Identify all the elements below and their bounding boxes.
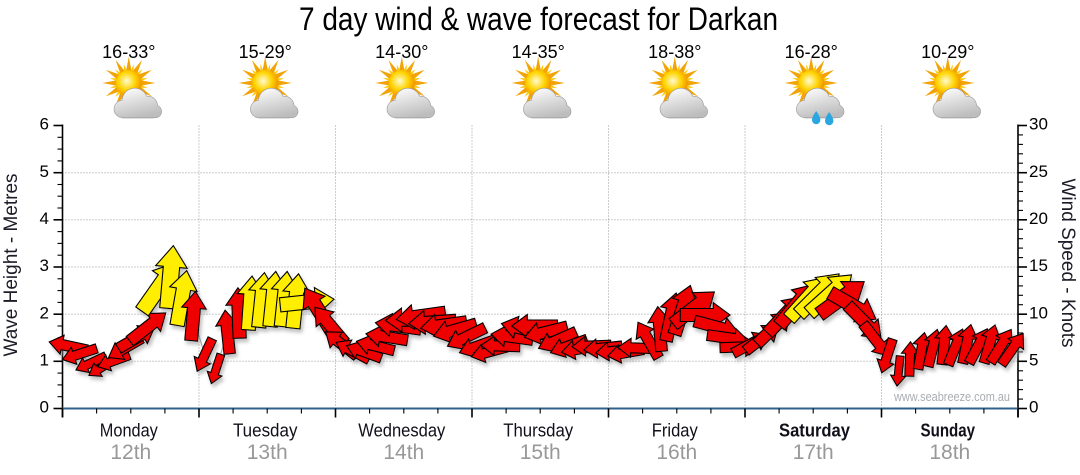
- svg-text:6: 6: [40, 115, 49, 134]
- svg-text:30: 30: [1029, 115, 1048, 134]
- svg-text:0: 0: [40, 398, 49, 417]
- svg-text:16th: 16th: [656, 441, 697, 464]
- svg-text:10: 10: [1029, 303, 1048, 322]
- svg-text:13th: 13th: [247, 441, 288, 464]
- svg-text:5: 5: [1029, 351, 1038, 370]
- svg-text:Saturday: Saturday: [779, 421, 850, 441]
- svg-text:Wind Speed - Knots: Wind Speed - Knots: [1057, 179, 1078, 348]
- svg-text:7 day wind & wave forecast for: 7 day wind & wave forecast for Darkan: [299, 1, 778, 37]
- svg-text:15: 15: [1029, 256, 1048, 275]
- svg-text:15th: 15th: [520, 441, 561, 464]
- svg-text:12th: 12th: [110, 441, 151, 464]
- svg-text:Sunday: Sunday: [921, 421, 976, 441]
- svg-text:18th: 18th: [929, 441, 970, 464]
- svg-text:25: 25: [1029, 162, 1048, 181]
- svg-text:Friday: Friday: [652, 421, 698, 441]
- svg-text:15-29°: 15-29°: [239, 42, 292, 62]
- svg-text:5: 5: [40, 162, 49, 181]
- svg-text:18-38°: 18-38°: [648, 42, 701, 62]
- svg-text:Wednesday: Wednesday: [358, 421, 445, 441]
- svg-text:Monday: Monday: [100, 421, 158, 441]
- svg-text:0: 0: [1029, 398, 1038, 417]
- svg-text:Thursday: Thursday: [503, 421, 573, 441]
- svg-text:Tuesday: Tuesday: [233, 421, 298, 441]
- svg-text:Wave Height - Metres: Wave Height - Metres: [1, 173, 22, 356]
- svg-text:www.seabreeze.com.au: www.seabreeze.com.au: [893, 390, 1010, 404]
- svg-text:14-35°: 14-35°: [512, 42, 565, 62]
- svg-text:3: 3: [40, 256, 49, 275]
- svg-text:10-29°: 10-29°: [921, 42, 974, 62]
- svg-text:14-30°: 14-30°: [375, 42, 428, 62]
- svg-text:16-28°: 16-28°: [785, 42, 838, 62]
- svg-text:17th: 17th: [793, 441, 834, 464]
- svg-text:14th: 14th: [383, 441, 424, 464]
- svg-text:16-33°: 16-33°: [102, 42, 155, 62]
- svg-text:4: 4: [40, 209, 49, 228]
- svg-text:2: 2: [40, 303, 49, 322]
- svg-text:1: 1: [40, 351, 49, 370]
- svg-text:20: 20: [1029, 209, 1048, 228]
